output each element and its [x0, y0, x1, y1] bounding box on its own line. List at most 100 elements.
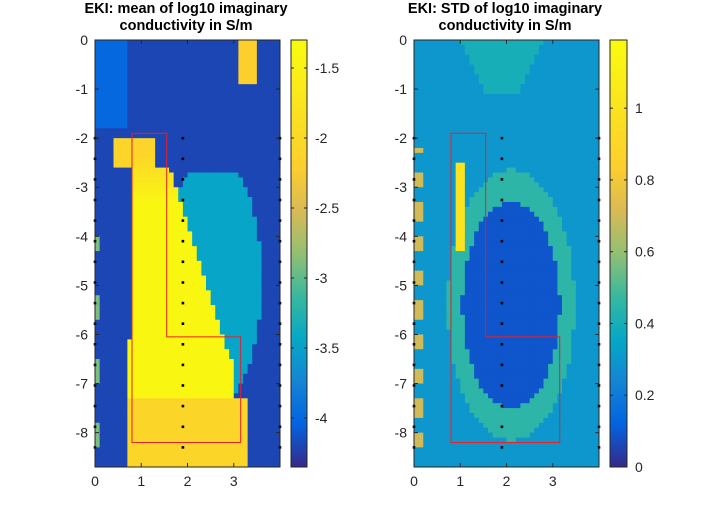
std-cell [451, 147, 457, 154]
std-cell [446, 162, 452, 169]
mean-cell [224, 285, 230, 291]
mean-cell [206, 388, 212, 394]
std-cell [511, 89, 517, 95]
mean-cell [261, 118, 267, 124]
mean-cell [113, 305, 119, 311]
mean-cell [104, 192, 110, 198]
mean-cell [201, 236, 207, 242]
std-cell [511, 123, 517, 129]
mean-cell [215, 427, 221, 434]
mean-cell [238, 172, 244, 178]
mean-cell [145, 49, 151, 56]
std-cell [469, 108, 475, 115]
mean-cell [270, 44, 276, 51]
mean-cell [104, 118, 110, 124]
mean-cell [108, 241, 114, 247]
mean-cell [275, 255, 281, 262]
mean-cell [243, 383, 249, 389]
mean-cell [95, 422, 101, 429]
std-cell [538, 167, 544, 173]
mean-cell [187, 123, 193, 129]
mean-cell [104, 206, 110, 213]
mean-cell [256, 69, 262, 75]
mean-cell [224, 246, 230, 252]
mean-cell [108, 197, 114, 203]
mean-cell [169, 437, 175, 443]
mean-cell [182, 309, 188, 316]
mean-cell [155, 157, 161, 164]
mean-cell [145, 98, 151, 105]
mean-cell [182, 162, 188, 169]
mean-cell [252, 59, 258, 65]
mean-cell [164, 59, 170, 65]
std-cell [538, 162, 544, 169]
mean-cell [173, 417, 179, 424]
mean-cell [256, 44, 262, 51]
mean-cell [252, 79, 258, 85]
mean-cell [145, 359, 151, 365]
std-cell [525, 84, 531, 90]
std-cell [585, 138, 591, 144]
mean-cell [252, 417, 258, 424]
std-cell [418, 74, 424, 80]
mean-cell [173, 74, 179, 80]
mean-cell [108, 211, 114, 218]
mean-cell [178, 84, 184, 90]
std-cell [488, 108, 494, 115]
mean-cell [210, 314, 216, 321]
mean-cell [104, 251, 110, 257]
mean-cell [141, 89, 147, 95]
mean-cell [247, 314, 253, 321]
mean-cell [113, 103, 119, 110]
mean-cell [99, 378, 105, 384]
mean-cell [210, 211, 216, 218]
mean-cell [275, 231, 281, 237]
mean-cell [233, 64, 239, 70]
mean-cell [219, 98, 225, 105]
mean-cell [206, 349, 212, 355]
mean-cell [187, 192, 193, 198]
mean-cell [252, 359, 258, 365]
mean-cell [155, 123, 161, 129]
mean-cell [187, 108, 193, 115]
mean-cell [169, 349, 175, 355]
std-cell [580, 177, 586, 183]
mean-cell [164, 123, 170, 129]
mean-cell [113, 182, 119, 188]
mean-cell [192, 280, 198, 286]
mean-cell [99, 309, 105, 316]
mean-cell [108, 147, 114, 154]
mean-cell [196, 226, 202, 232]
mean-cell [118, 201, 124, 208]
mean-cell [132, 192, 138, 198]
mean-cell [192, 216, 198, 222]
std-cell [441, 177, 447, 183]
mean-cell [169, 251, 175, 257]
mean-cell [173, 295, 179, 301]
std-cell [492, 74, 498, 80]
mean-cell [266, 344, 272, 350]
std-cell [543, 192, 549, 198]
mean-cell [252, 344, 258, 350]
mean-cell [104, 265, 110, 272]
mean-cell [95, 64, 101, 70]
mean-cell [155, 432, 161, 438]
mean-cell [192, 54, 198, 61]
mean-cell [164, 354, 170, 360]
mean-cell [136, 157, 142, 164]
mean-cell [210, 432, 216, 438]
mean-cell [150, 398, 156, 404]
mean-cell [270, 143, 276, 149]
mean-cell [196, 368, 202, 375]
mean-cell [159, 236, 165, 242]
std-cell [423, 69, 429, 75]
mean-cell [243, 329, 249, 335]
std-cell [497, 162, 503, 169]
std-cell [529, 152, 535, 159]
mean-cell [159, 378, 165, 384]
mean-cell [155, 462, 161, 468]
mean-cell [113, 383, 119, 389]
mean-cell [196, 89, 202, 95]
mean-cell [192, 231, 198, 237]
mean-cell [145, 54, 151, 61]
